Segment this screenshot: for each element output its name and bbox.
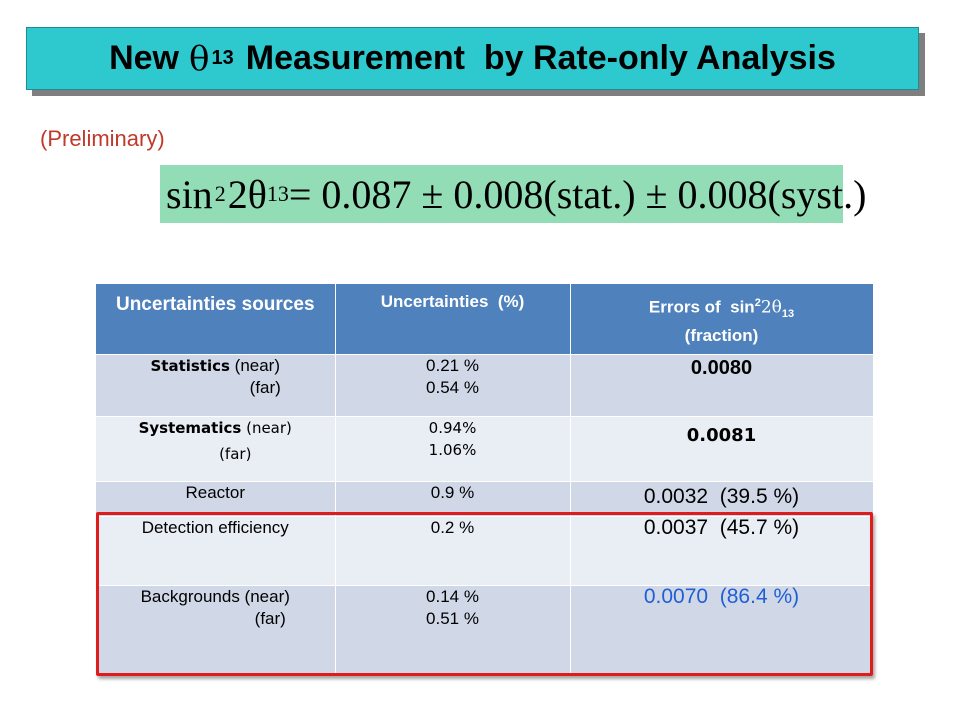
table-row-detection: Detection efficiency 0.2 % 0.0037 (45.7 … (96, 515, 874, 585)
unc-far: 0.54 % (426, 377, 479, 397)
table-header-row: Uncertainties sources Uncertainties (%) … (96, 284, 874, 354)
error-value: 0.0080 (690, 356, 753, 379)
cell-source: Detection efficiency (96, 515, 336, 585)
cell-error: 0.0070 (86.4 %) (570, 584, 874, 673)
title-prefix: New (109, 39, 180, 77)
source-far: (far) (219, 444, 252, 463)
header-uncertainties: Uncertainties (%) (335, 284, 571, 354)
source-label: Detection efficiency (141, 517, 289, 537)
slide-title: New θ 13 Measurement by Rate-only Analysi… (26, 27, 919, 90)
header-errors-suffix: (fraction) (684, 326, 759, 346)
cell-uncertainty: 0.2 % (335, 515, 571, 585)
formula-subscript: 13 (266, 181, 289, 206)
cell-uncertainty: 0.9 % (335, 480, 571, 516)
error-value-highlight: 0.0070 (86.4 %) (643, 584, 800, 608)
unc-near: 0.94% (428, 418, 477, 437)
cell-uncertainty: 0.94% 1.06% (335, 415, 571, 481)
uncertainty-table: Uncertainties sources Uncertainties (%) … (96, 284, 874, 673)
source-bold: Statistics (150, 356, 230, 375)
cell-uncertainty: 0.14 % 0.51 % (335, 584, 571, 673)
formula-value: = 0.087 ± 0.008(stat.) ± 0.008(syst.) (288, 171, 867, 217)
source-far: (far) (254, 608, 286, 628)
cell-error: 0.0032 (39.5 %) (570, 480, 874, 516)
unc-near: 0.21 % (426, 355, 479, 375)
unc-near: 0.14 % (426, 586, 479, 606)
cell-source: Reactor (96, 480, 336, 516)
table-row-reactor: Reactor 0.9 % 0.0032 (39.5 %) (96, 480, 874, 516)
header-errors-power: 2 (754, 297, 761, 309)
unc-far: 0.51 % (426, 608, 479, 628)
formula-sin: sin (166, 171, 213, 217)
title-suffix: Measurement by Rate-only Analysis (245, 39, 836, 77)
title-subscript: 13 (211, 47, 234, 69)
error-value: 0.0032 (39.5 %) (643, 484, 800, 508)
header-errors-sub: 13 (781, 308, 795, 321)
source-near: Backgrounds (near) (140, 586, 290, 606)
cell-source: Statistics (near) (far) (96, 353, 336, 416)
table-row-systematics: Systematics (near) (far) 0.94% 1.06% 0.0… (96, 415, 874, 481)
cell-source: Backgrounds (near) (far) (96, 584, 336, 673)
header-errors: Errors of sin22θ13 (fraction) (570, 284, 874, 354)
title-theta-symbol: θ (189, 38, 210, 79)
source-far: (far) (249, 377, 281, 397)
source-near: (near) (241, 418, 292, 437)
source-bold: Systematics (138, 418, 242, 437)
header-sources: Uncertainties sources (96, 284, 336, 354)
table-row-statistics: Statistics (near) (far) 0.21 % 0.54 % 0.… (96, 353, 874, 416)
header-errors-prefix: Errors of sin (648, 297, 755, 317)
preliminary-label: (Preliminary) (40, 126, 165, 151)
formula-two-theta: 2θ (227, 171, 267, 217)
cell-error: 0.0080 (570, 353, 874, 416)
unc-far: 1.06% (428, 440, 477, 459)
table-row-backgrounds: Backgrounds (near) (far) 0.14 % 0.51 % 0… (96, 584, 874, 673)
error-value: 0.0081 (686, 424, 757, 446)
source-label: Reactor (185, 482, 246, 502)
error-value: 0.0037 (45.7 %) (643, 515, 800, 539)
formula-power: 2 (214, 181, 226, 206)
cell-error: 0.0081 (570, 415, 874, 481)
header-errors-theta: 2θ (760, 297, 782, 318)
unc-value: 0.2 % (430, 517, 475, 537)
cell-uncertainty: 0.21 % 0.54 % (335, 353, 571, 416)
result-formula: sin 2 2θ 13 = 0.087 ± 0.008(stat.) ± 0.008(s… (160, 165, 866, 223)
cell-error: 0.0037 (45.7 %) (570, 515, 874, 585)
unc-value: 0.9 % (430, 482, 475, 502)
source-near: (near) (229, 355, 281, 375)
cell-source: Systematics (near) (far) (96, 415, 336, 481)
